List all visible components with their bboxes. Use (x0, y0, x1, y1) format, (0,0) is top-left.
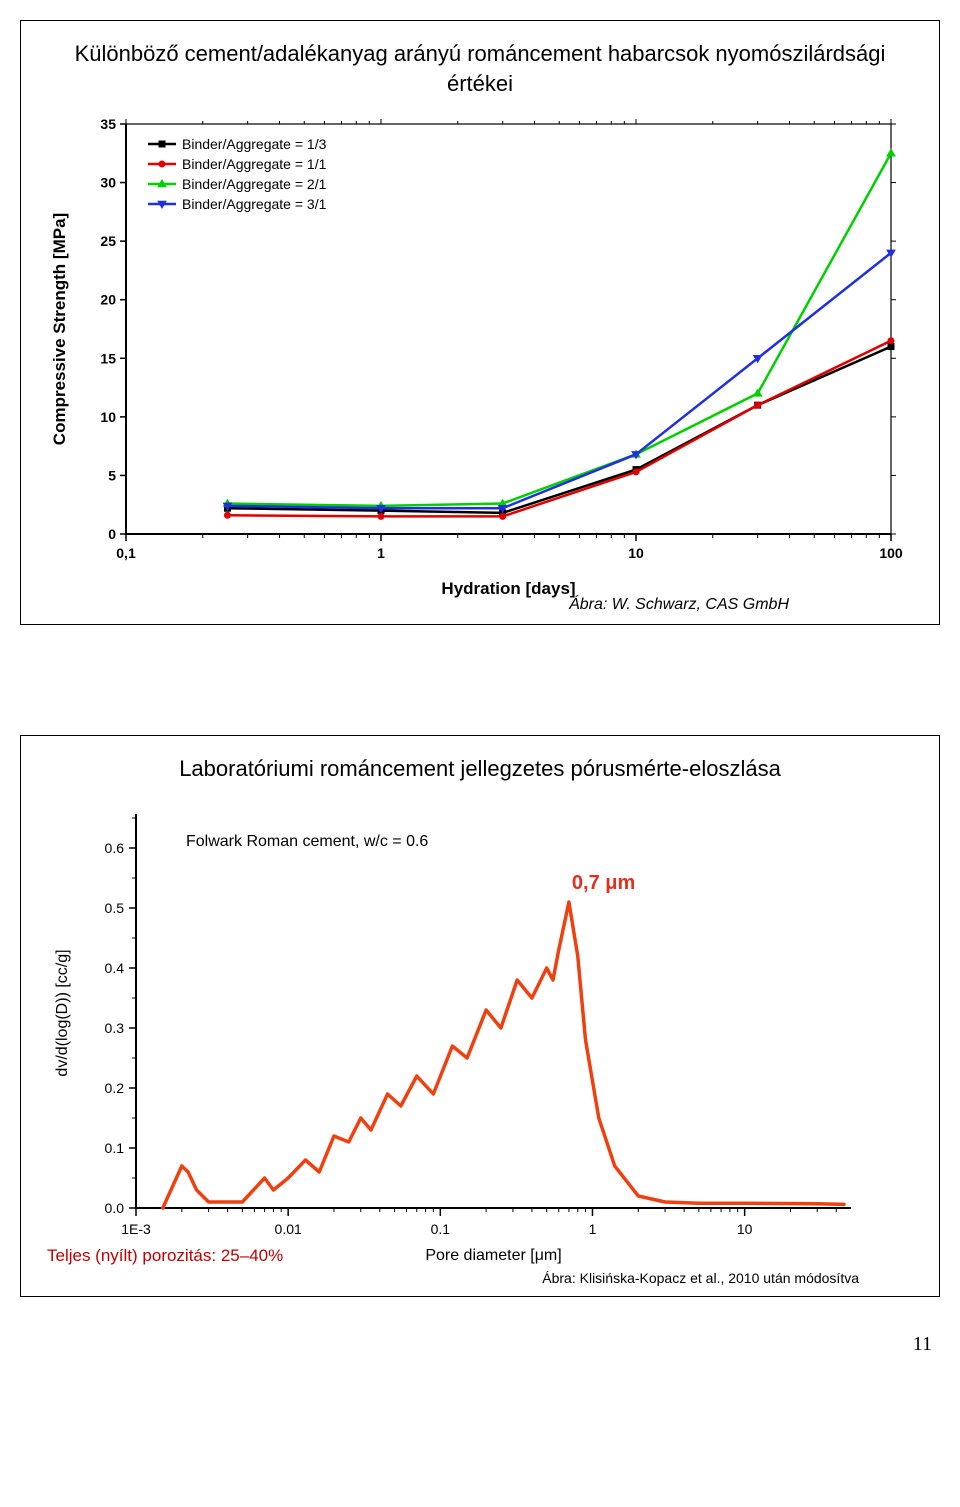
svg-text:0.1: 0.1 (105, 1140, 125, 1156)
svg-text:20: 20 (100, 292, 116, 308)
peak-annotation: 0,7 μm (572, 872, 635, 895)
svg-text:30: 30 (100, 175, 116, 191)
svg-text:0.01: 0.01 (275, 1221, 302, 1237)
svg-text:0.6: 0.6 (105, 840, 125, 856)
svg-text:15: 15 (100, 351, 116, 367)
svg-text:35: 35 (100, 116, 116, 132)
svg-text:0.1: 0.1 (431, 1221, 451, 1237)
slide1-title: Különböző cement/adalékanyag arányú romá… (41, 39, 919, 98)
svg-text:5: 5 (108, 468, 116, 484)
svg-text:Binder/Aggregate = 3/1: Binder/Aggregate = 3/1 (182, 196, 327, 212)
slide1-chart: 0 5 10 15 20 25 30 35 0,1 1 10 100 Hydration [days] C… (41, 104, 919, 604)
svg-text:Hydration [days]: Hydration [days] (441, 579, 575, 598)
svg-text:Binder/Aggregate = 1/3: Binder/Aggregate = 1/3 (182, 136, 327, 152)
svg-text:10: 10 (628, 545, 644, 561)
svg-text:0.2: 0.2 (105, 1080, 125, 1096)
svg-text:Compressive Strength [MPa]: Compressive Strength [MPa] (50, 213, 69, 445)
svg-text:1: 1 (589, 1221, 597, 1237)
svg-text:25: 25 (100, 234, 116, 250)
svg-text:Pore diameter [μm]: Pore diameter [μm] (425, 1247, 561, 1264)
svg-text:1: 1 (377, 545, 385, 561)
svg-text:0.5: 0.5 (105, 900, 125, 916)
slide-2: Laboratóriumi románcement jellegzetes pó… (20, 735, 940, 1297)
page-number: 11 (0, 1317, 960, 1372)
pore-diameter-chart: 0.0 0.1 0.2 0.3 0.4 0.5 0.6 1E-3 0.01 0.1 1 10 Pore … (41, 798, 881, 1268)
slide2-title: Laboratóriumi románcement jellegzetes pó… (41, 754, 919, 784)
slide-1: Különböző cement/adalékanyag arányú romá… (20, 20, 940, 625)
svg-text:Binder/Aggregate = 1/1: Binder/Aggregate = 1/1 (182, 156, 327, 172)
svg-text:dv/d(log(D)) [cc/g]: dv/d(log(D)) [cc/g] (54, 949, 71, 1076)
svg-text:10: 10 (737, 1221, 753, 1237)
svg-text:0.4: 0.4 (105, 960, 125, 976)
compressive-strength-chart: 0 5 10 15 20 25 30 35 0,1 1 10 100 Hydration [days] C… (41, 104, 921, 604)
svg-text:1E-3: 1E-3 (121, 1221, 151, 1237)
svg-text:0: 0 (108, 526, 116, 542)
svg-text:0.3: 0.3 (105, 1020, 125, 1036)
svg-text:10: 10 (100, 409, 116, 425)
slide2-chart: 0.0 0.1 0.2 0.3 0.4 0.5 0.6 1E-3 0.01 0.1 1 10 Pore … (41, 798, 919, 1268)
svg-text:0,1: 0,1 (116, 545, 136, 561)
svg-text:Binder/Aggregate = 2/1: Binder/Aggregate = 2/1 (182, 176, 327, 192)
svg-text:100: 100 (879, 545, 903, 561)
slide-gap (0, 645, 960, 715)
slide2-caption: Ábra: Klisińska-Kopacz et al., 2010 után… (41, 1270, 859, 1286)
svg-text:0.0: 0.0 (105, 1200, 125, 1216)
svg-text:Folwark Roman cement, w/c = 0.: Folwark Roman cement, w/c = 0.6 (186, 833, 428, 850)
